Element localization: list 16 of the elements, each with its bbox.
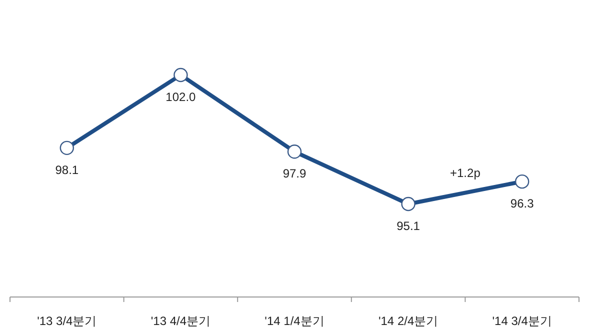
point <box>287 144 302 159</box>
annotation: +1.2p <box>450 166 481 180</box>
point <box>401 196 416 212</box>
point <box>174 68 188 82</box>
x-tick-label: '14 3/4분기 <box>492 314 552 328</box>
data-label: 102.0 <box>166 90 196 104</box>
x-tick-label: '14 2/4분기 <box>378 314 438 328</box>
data-label: 96.3 <box>510 196 534 211</box>
data-label: 95.1 <box>396 219 420 233</box>
x-tick-label: '13 3/4분기 <box>37 314 97 328</box>
point <box>515 174 530 189</box>
x-tick-label: '13 4/4분기 <box>150 314 211 328</box>
x-tick-label: '14 1/4분기 <box>264 314 324 328</box>
point <box>60 140 74 156</box>
data-label: 98.1 <box>55 162 79 177</box>
data-label: 97.9 <box>282 166 306 181</box>
